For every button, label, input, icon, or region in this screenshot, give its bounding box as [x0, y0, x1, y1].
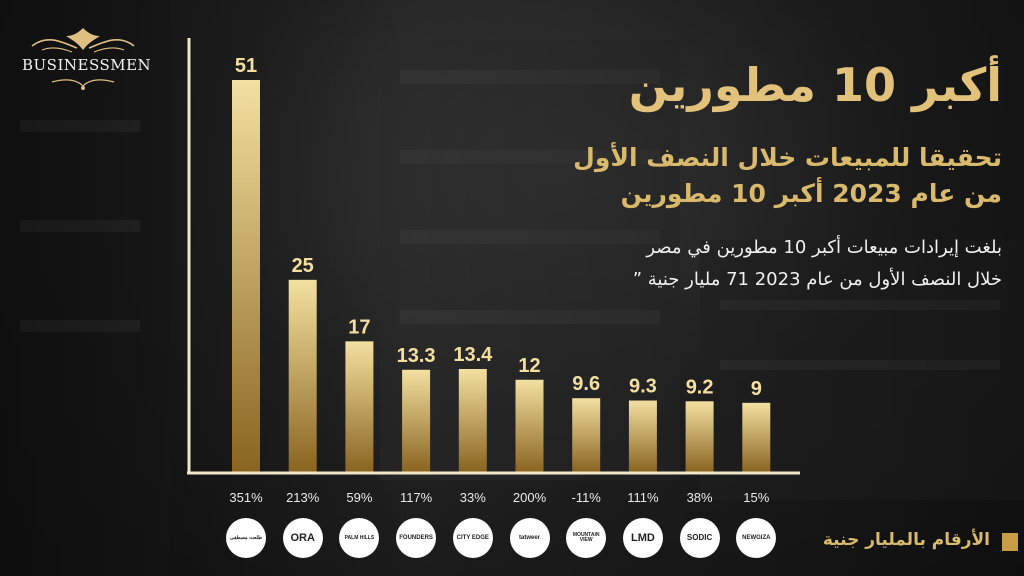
businessmen-logo: BUSINESSMEN — [22, 24, 152, 94]
logo-wordmark: BUSINESSMEN — [22, 56, 152, 74]
bar-4 — [402, 369, 431, 472]
bar-10 — [742, 402, 771, 472]
developer-name-4: FOUNDERS — [399, 535, 433, 541]
bar-1 — [232, 80, 260, 472]
value-label-10: 9 — [751, 378, 762, 400]
growth-label-8: 111% — [627, 490, 659, 505]
value-label-8: 9.3 — [629, 376, 657, 398]
value-label-6: 12 — [518, 355, 540, 377]
lmd-logo: LMD — [622, 518, 663, 558]
bar-5 — [458, 369, 487, 472]
developer-name-3: PALM HILLS — [344, 534, 375, 541]
palm-hills-logo: PALM HILLS — [339, 518, 380, 558]
mountain-view-logo: MOUNTAIN VIEW — [566, 518, 607, 558]
developer-name-7: MOUNTAIN VIEW — [572, 532, 600, 543]
developer-name-5: CITY EDGE — [456, 535, 489, 541]
subtitle-line-2: من عام 2023 أكبر 10 مطورين — [620, 179, 1002, 209]
value-label-4: 13.3 — [397, 345, 436, 367]
tatweer-misr-logo: tatweer — [509, 518, 550, 558]
summary-note: بلغت إيرادات مبيعات أكبر 10 مطورين في مص… — [532, 232, 1002, 295]
subtitle-line-1: تحقيقا للمبيعات خلال النصف الأول — [573, 143, 1002, 172]
value-label-1: 51 — [235, 55, 257, 77]
developer-name-2: ORA — [290, 531, 315, 544]
growth-label-6: 200% — [512, 490, 547, 505]
growth-label-1: 351% — [229, 490, 263, 505]
value-label-3: 17 — [348, 316, 370, 338]
talaat-moustafa-logo: طلعت مصطفى — [226, 518, 266, 558]
bar-7 — [572, 398, 601, 472]
growth-label-9: 38% — [686, 490, 713, 505]
developer-name-9: SODIC — [686, 533, 713, 542]
note-line-1: بلغت إيرادات مبيعات أكبر 10 مطورين في مص… — [646, 237, 1002, 258]
footer-square-icon — [1002, 533, 1018, 551]
ora-logo: ORA — [282, 518, 323, 558]
bar-9 — [685, 401, 714, 472]
founders-logo: FOUNDERS — [396, 518, 437, 558]
growth-label-4: 117% — [399, 490, 433, 505]
units-note: الأرقام بالمليار جنية — [822, 530, 990, 550]
developer-name-10: NEWGIZA — [742, 535, 771, 541]
developer-name-1: طلعت مصطفى — [229, 534, 263, 541]
bar-6 — [515, 379, 544, 472]
developer-name-6: tatweer — [518, 535, 540, 541]
chart-subtitle: تحقيقا للمبيعات خلال النصف الأول من عام … — [532, 140, 1002, 213]
growth-label-5: 33% — [459, 490, 486, 505]
ornament-icon — [31, 28, 135, 90]
growth-label-2: 213% — [286, 490, 320, 505]
growth-label-7: -11% — [571, 490, 601, 505]
value-label-2: 25 — [292, 255, 314, 277]
value-label-5: 13.4 — [453, 344, 493, 366]
developer-name-8: LMD — [630, 531, 655, 544]
bar-3 — [345, 341, 374, 472]
value-label-9: 9.2 — [686, 376, 714, 398]
growth-label-3: 59% — [346, 490, 373, 505]
growth-label-10: 15% — [743, 490, 770, 505]
chart-title: أكبر 10 مطورين — [628, 58, 1002, 112]
bar-8 — [628, 400, 657, 472]
note-line-2: خلال النصف الأول من عام 2023 71 مليار جن… — [632, 268, 1002, 290]
sodic-logo: SODIC — [679, 518, 720, 558]
value-label-7: 9.6 — [572, 373, 600, 395]
city-edge-logo: CITY EDGE — [452, 518, 493, 558]
new-giza-logo: NEWGIZA — [736, 518, 777, 558]
bar-2 — [288, 279, 317, 472]
